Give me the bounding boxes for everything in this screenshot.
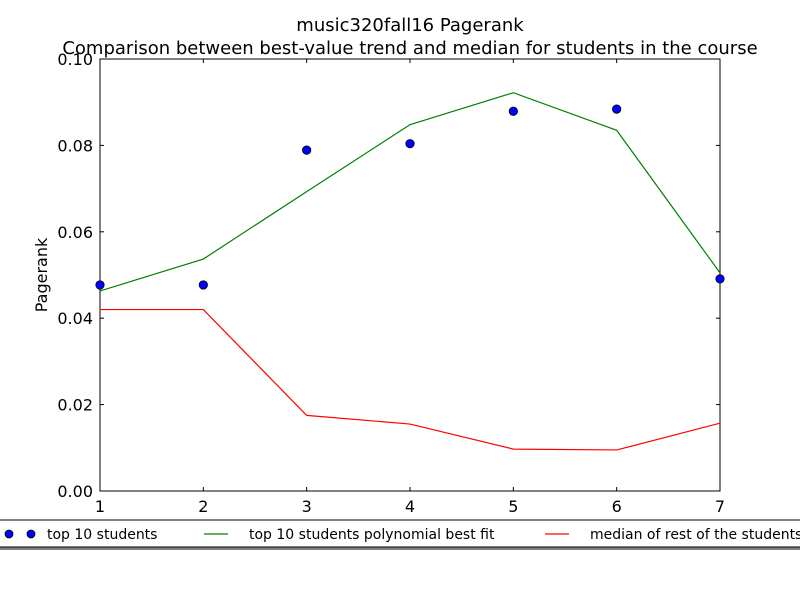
series-3-line (100, 308, 720, 451)
series-1-point (302, 145, 312, 155)
x-tick-label: 6 (612, 497, 622, 516)
legend-entry-1-marker (4, 529, 14, 539)
chart-subtitle: Comparison between best-value trend and … (62, 38, 757, 59)
plot-frame (99, 58, 721, 492)
y-tick-label: 0.10 (57, 50, 93, 69)
x-tick-label: 4 (405, 497, 415, 516)
legend-box (0, 519, 800, 548)
series-1-point (612, 104, 622, 114)
y-tick-label: 0.02 (57, 396, 93, 415)
series-layer (100, 92, 720, 451)
y-tick-label: 0.08 (57, 136, 93, 155)
series-1-point (198, 280, 208, 290)
y-tick-label: 0.04 (57, 309, 93, 328)
legend: top 10 students top 10 students polynomia… (0, 519, 800, 550)
series-2-line (100, 92, 720, 292)
x-tick-label: 7 (715, 497, 725, 516)
legend-entry-3-label: median of rest of the students (590, 527, 800, 543)
legend-entry-2-label: top 10 students polynomial best fit (249, 527, 495, 543)
series-1-point (95, 280, 105, 290)
y-tick-label: 0.06 (57, 223, 93, 242)
plot-area: 1 2 3 4 5 6 7 0.00 0.02 0.04 0.06 0.08 0.10 (57, 50, 725, 516)
legend-entry-1-marker (26, 529, 36, 539)
series-1-point (508, 106, 518, 116)
x-tick-label: 1 (95, 497, 105, 516)
x-tick-label: 2 (198, 497, 208, 516)
x-tick-label: 5 (508, 497, 518, 516)
series-1-point (405, 139, 415, 149)
y-axis-label: Pagerank (32, 237, 51, 312)
series-1-point (715, 274, 725, 284)
y-tick-label: 0.00 (57, 482, 93, 501)
chart-title: music320fall16 Pagerank (296, 15, 524, 36)
x-tick-label: 3 (302, 497, 312, 516)
legend-entry-1-label: top 10 students (47, 527, 157, 543)
